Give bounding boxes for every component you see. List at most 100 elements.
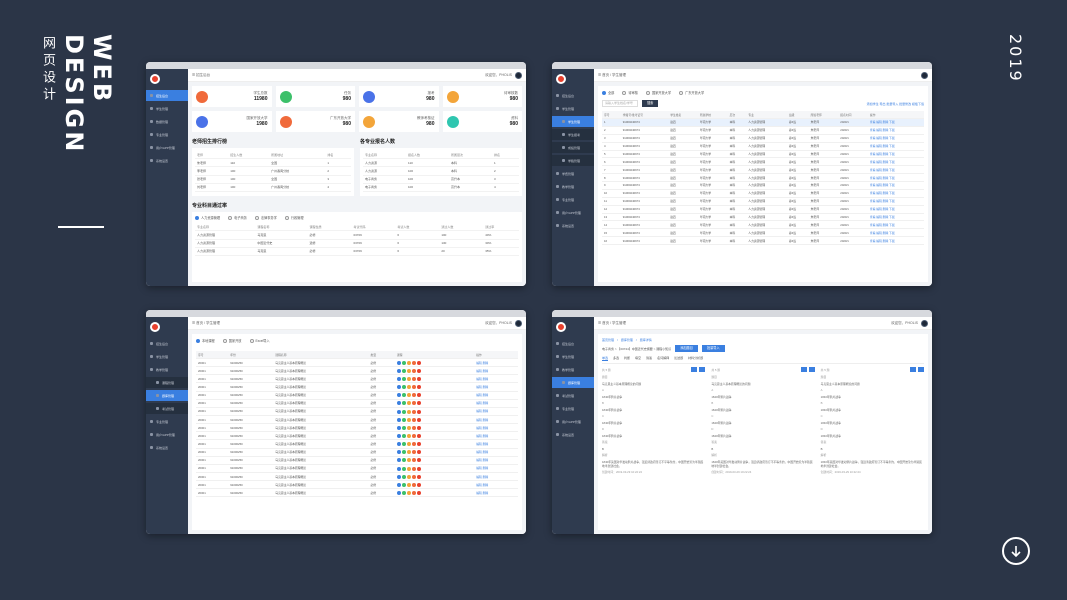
sidebar-item[interactable]: 专业管理 [146,129,188,140]
radio-icon[interactable] [284,216,289,221]
radio-icon[interactable] [254,216,259,221]
action-dot-icon[interactable] [401,434,406,438]
action-dot-icon[interactable] [416,401,421,406]
pass-row[interactable]: 人力资源管理 马克思 必修 03709 6 20 35% [195,247,519,256]
action-dot-icon[interactable] [411,425,416,430]
course-row[interactable]: 20001 91000250 马克思主义基本原理概论 必修 编辑 删除 [196,366,518,376]
radio-icon[interactable] [622,91,627,96]
student-row[interactable]: 4 91000240974 赵四 华南大学 本科 人力资源管理 春6班 朱老师 2020/1 查看… [602,142,924,151]
radio-icon[interactable] [195,216,199,221]
avatar[interactable] [921,71,928,79]
action-dot-icon[interactable] [416,425,421,430]
student-row[interactable]: 11 91000240974 赵四 华南大学 本科 人力资源管理 春6班 朱老师 2020/1 查… [602,197,924,206]
action-dot-icon[interactable] [396,360,401,365]
student-row[interactable]: 1 91000240974 赵四 华南大学 本科 人力资源管理 春6班 朱老师 2020/1 查看… [602,118,924,127]
course-row[interactable]: 20001 91000250 马克思主义基本原理概论 必修 编辑 删除 [196,472,518,482]
avatar[interactable] [515,71,522,79]
course-row[interactable]: 20001 91000250 马克思主义基本原理概论 必修 编辑 删除 [196,391,518,400]
student-row[interactable]: 6 91000240974 赵四 华南大学 本科 人力资源管理 春6班 朱老师 2020/1 查看… [602,157,924,167]
action-dot-icon[interactable] [396,490,401,495]
radio-icon[interactable] [222,339,227,344]
action-dot-icon[interactable] [396,450,401,455]
sidebar-item[interactable]: 考试管理 [146,403,188,414]
action-dot-icon[interactable] [416,442,421,447]
sidebar-item[interactable]: 专业管理 [552,194,594,205]
radio-option[interactable]: 行政管理 [284,215,304,221]
radio-option[interactable]: 人力资源管理 [195,215,220,221]
sidebar-item[interactable]: 教学管理 [146,364,188,375]
action-dot-icon[interactable] [411,458,416,463]
course-row[interactable]: 20001 91000250 马克思主义基本原理概论 必修 编辑 删除 [196,480,518,490]
radio-icon[interactable] [249,339,254,344]
radio-option[interactable]: 电子商务 [228,215,247,221]
action-dot-icon[interactable] [401,458,406,463]
student-row[interactable]: 7 91000240974 赵四 华南大学 本科 人力资源管理 春6班 朱老师 2020/1 查看… [602,165,924,175]
action-dot-icon[interactable] [401,466,406,471]
action-dot-icon[interactable] [411,490,416,495]
course-row[interactable]: 20001 91000250 马克思主义基本原理概论 必修 编辑 删除 [196,456,518,465]
course-row[interactable]: 20001 91000250 马克思主义基本原理概论 必修 编辑 删除 [196,448,518,457]
major-row[interactable]: 人力资源 100 本科 2 [363,166,519,176]
action-dot-icon[interactable] [411,434,416,438]
tab-0[interactable]: 单选 [602,356,609,361]
major-row[interactable]: 电子商务 100 高升本 4 [363,183,519,192]
sidebar-item[interactable]: 学生管理 [552,103,594,114]
radio-icon[interactable] [228,216,233,221]
student-row[interactable]: 16 91000240974 赵四 华南大学 本科 人力资源管理 春6班 朱老师 2020/1 查… [602,236,924,246]
action-dot-icon[interactable] [401,482,406,487]
edit-icon[interactable] [910,367,916,372]
breadcrumb-item[interactable]: 题库详情 [639,338,652,342]
action-dot-icon[interactable] [411,385,416,390]
student-row[interactable]: 10 91000240974 赵四 华南大学 本科 人力资源管理 春6班 朱老师 2020/1 查… [602,189,924,198]
tab-2[interactable]: 判断 [624,356,631,360]
action-dot-icon[interactable] [416,409,421,414]
delete-icon[interactable] [699,367,706,372]
batch-import-button[interactable]: 批量导入 [701,345,725,352]
action-dot-icon[interactable] [396,466,401,471]
rank-row[interactable]: 李老师 100 广州番禺分校 2 [195,166,351,176]
delete-icon[interactable] [918,367,924,372]
action-dot-icon[interactable] [396,482,401,487]
delete-icon[interactable] [808,367,815,372]
action-dot-icon[interactable] [416,450,421,455]
action-dot-icon[interactable] [406,458,411,463]
action-dot-icon[interactable] [411,368,416,373]
breadcrumb-item[interactable]: / [617,338,618,342]
action-dot-icon[interactable] [396,434,401,438]
sidebar-item[interactable]: 学籍管理 [552,155,594,166]
action-dot-icon[interactable] [396,409,401,414]
course-row[interactable]: 20001 91000250 马克思主义基本原理概论 必修 编辑 删除 [196,423,518,433]
action-dot-icon[interactable] [401,401,406,406]
sidebar-item[interactable]: 招生后台 [146,338,188,349]
header-user[interactable]: 欢迎您，PHOLIS [485,72,512,77]
breadcrumb-item[interactable]: 题库管理 [620,338,633,342]
menu-toggle-icon[interactable]: ☰ [192,73,197,77]
search-button[interactable]: 搜索 [642,100,659,108]
action-dot-icon[interactable] [411,482,416,487]
action-dot-icon[interactable] [411,466,416,471]
sidebar-item[interactable]: 成绩管理 [552,142,594,153]
action-dot-icon[interactable] [406,474,411,479]
action-dot-icon[interactable] [396,385,401,390]
action-dot-icon[interactable] [416,368,421,373]
stat-card[interactable]: 资料 980 [442,111,522,132]
course-row[interactable]: 20001 91000250 马克思主义基本原理概论 必修 编辑 删除 [196,374,518,384]
action-dot-icon[interactable] [406,466,411,471]
arrow-down-circle-icon[interactable] [1002,537,1030,565]
course-row[interactable]: 20001 91000250 马克思主义基本原理概论 必修 编辑 删除 [196,488,518,498]
sidebar-item[interactable]: 专业管理 [552,403,594,414]
edit-icon[interactable] [800,367,807,372]
course-row[interactable]: 20001 91000250 马克思主义基本原理概论 必修 编辑 删除 [196,399,518,408]
action-dot-icon[interactable] [401,417,406,422]
sidebar-item[interactable]: 招生后台 [552,90,594,101]
rank-row[interactable]: 刘老师 100 广州番禺分校 4 [195,183,351,192]
action-dot-icon[interactable] [411,360,416,365]
action-dot-icon[interactable] [406,409,411,414]
list-actions[interactable]: 添加学生 导出 批量导入 批量修改 模板下载 [866,101,924,106]
pass-row[interactable]: 人力资源管理 中国近代史 选修 03709 6 130 30% [195,239,519,248]
action-dot-icon[interactable] [406,360,411,365]
stat-card[interactable]: 教师考核证 980 [359,111,439,132]
sidebar-item[interactable]: 专业管理 [146,416,188,427]
course-row[interactable]: 20001 91000250 马克思主义基本原理概论 必修 编辑 删除 [196,439,518,449]
action-dot-icon[interactable] [401,368,406,373]
